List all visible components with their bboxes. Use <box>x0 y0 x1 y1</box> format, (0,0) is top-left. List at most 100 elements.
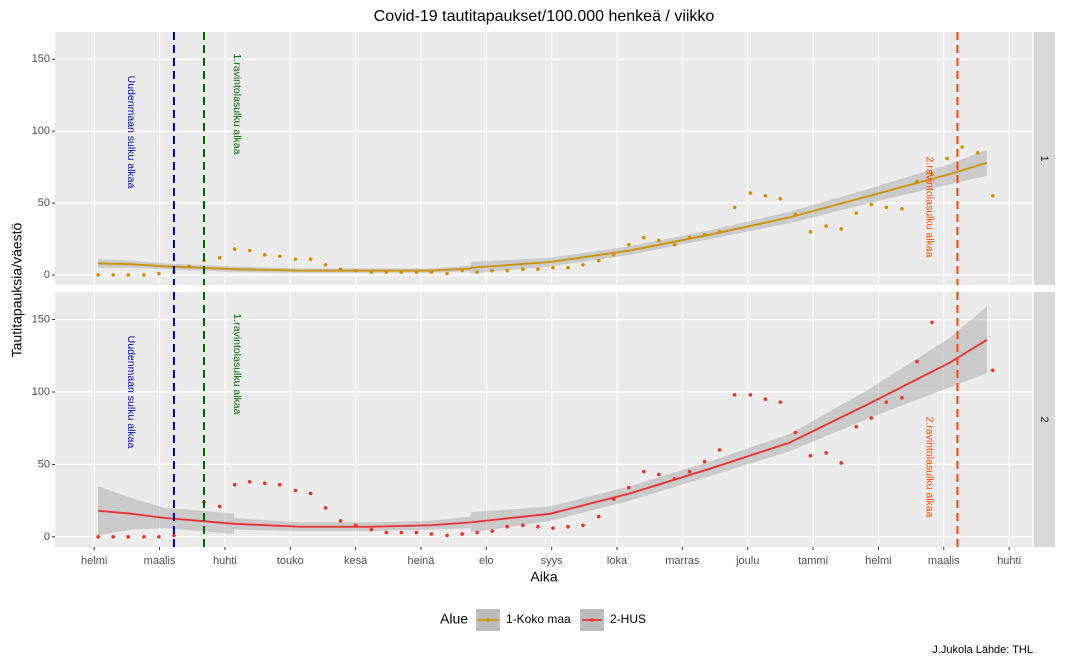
data-point <box>536 524 540 529</box>
data-point <box>960 145 964 149</box>
data-point <box>884 205 889 210</box>
x-tick-label: heinä <box>408 555 436 567</box>
data-point <box>172 533 176 538</box>
data-point <box>490 268 494 273</box>
fit-line <box>470 161 988 269</box>
data-point <box>551 265 555 270</box>
data-point <box>232 247 237 251</box>
data-point <box>717 230 722 234</box>
data-point <box>429 270 434 274</box>
data-point <box>748 393 753 397</box>
data-point <box>414 530 419 535</box>
data-point <box>900 395 904 400</box>
data-point <box>672 242 677 247</box>
data-point <box>687 469 692 474</box>
chart-title: Covid-19 tautitapaukset/100.000 henkeä /… <box>374 8 715 25</box>
confidence-ribbon <box>98 486 235 536</box>
fit-line <box>98 509 235 525</box>
strip-label: 2 <box>1038 416 1050 422</box>
data-point <box>596 514 601 519</box>
data-point <box>505 268 510 273</box>
data-point <box>126 273 130 277</box>
data-point <box>687 235 692 240</box>
x-tick-label: kesä <box>344 555 368 567</box>
data-point <box>626 485 631 490</box>
data-point <box>445 271 449 276</box>
y-tick-label: 100 <box>32 125 50 137</box>
data-point <box>217 504 222 509</box>
data-point <box>353 268 358 273</box>
y-tick-label: 100 <box>32 386 50 398</box>
event-label: 2.ravintolasulku alkaa <box>924 157 936 258</box>
data-point <box>793 430 798 435</box>
data-point <box>217 255 222 260</box>
data-point <box>657 472 661 477</box>
data-point <box>338 267 343 271</box>
data-point <box>536 267 540 271</box>
x-tick-label: touko <box>277 555 304 567</box>
legend-key-point <box>590 618 594 622</box>
data-point <box>596 258 601 263</box>
data-point <box>763 194 768 198</box>
data-point <box>96 273 100 277</box>
data-point <box>566 524 570 529</box>
data-point <box>293 257 298 261</box>
data-point <box>854 424 859 429</box>
confidence-ribbon <box>470 306 987 533</box>
data-point <box>278 254 282 259</box>
data-point <box>323 506 328 510</box>
data-point <box>611 253 616 257</box>
data-point <box>808 453 813 458</box>
data-point <box>399 270 404 274</box>
data-point <box>732 393 737 397</box>
x-axis-title: Aika <box>530 569 557 585</box>
event-label: 2.ravintolasulku alkaa <box>924 417 936 518</box>
data-point <box>626 242 631 247</box>
caption: J.Jukola Lähde: THL <box>932 644 1033 656</box>
data-point <box>308 491 313 496</box>
y-tick-label: 150 <box>32 53 50 65</box>
data-point <box>247 480 252 484</box>
data-point <box>778 196 783 201</box>
data-point <box>384 530 389 535</box>
x-tick-label: loka <box>607 555 628 567</box>
legend-label: 2-HUS <box>610 612 646 626</box>
event-label: Uudenmaan sulku alkaa <box>125 336 137 449</box>
data-point <box>111 535 115 539</box>
data-point <box>808 230 813 234</box>
y-tick-label: 50 <box>38 197 50 209</box>
data-point <box>338 519 343 523</box>
x-tick-label: tammi <box>798 555 828 567</box>
data-point <box>824 451 828 455</box>
data-point <box>915 179 919 184</box>
data-point <box>232 482 237 487</box>
data-point <box>323 263 328 267</box>
data-point <box>642 235 646 240</box>
data-point <box>460 268 464 273</box>
data-point <box>672 477 677 481</box>
data-point <box>717 448 722 452</box>
data-point <box>793 212 798 217</box>
y-tick-label: 0 <box>44 531 50 543</box>
event-label: 1.ravintolasulku alkaa <box>231 314 243 415</box>
fit-line <box>98 262 235 271</box>
data-point <box>126 535 130 539</box>
strip-label: 1 <box>1038 155 1050 161</box>
data-point <box>657 238 661 243</box>
strip-background <box>1034 292 1055 547</box>
x-tick-label: huhti <box>997 555 1021 567</box>
data-point <box>142 273 146 277</box>
fit-line <box>470 339 988 524</box>
data-point <box>293 488 298 493</box>
data-point <box>702 459 707 464</box>
data-point <box>521 523 525 528</box>
legend-title: Alue <box>440 611 468 627</box>
x-tick-label: helmi <box>81 555 107 567</box>
data-point <box>869 202 874 207</box>
data-point <box>157 271 161 276</box>
data-point <box>460 532 464 536</box>
data-point <box>642 469 646 474</box>
y-tick-label: 150 <box>32 313 50 325</box>
data-point <box>839 227 843 231</box>
x-tick-label: elo <box>479 555 494 567</box>
